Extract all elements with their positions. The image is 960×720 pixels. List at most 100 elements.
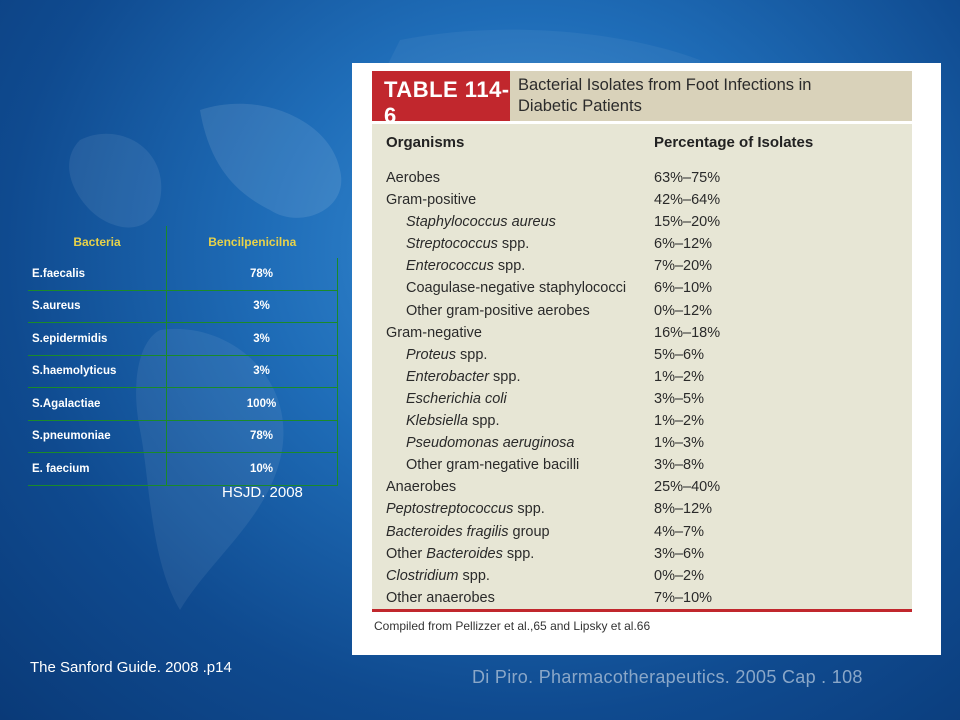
isolate-percentage: 7%–10% [654,589,713,606]
organism-name: Enterobacter spp. [406,368,521,385]
organism-row: Other anaerobes 7%–10% [372,587,912,609]
table-title-line-1: Bacterial Isolates from Foot Infections … [518,76,812,94]
organism-list: Aerobes 63%–75% Gram-positive 42%–64% Staphy… [372,167,912,609]
organism-name: Other anaerobes [386,589,495,606]
table-row: S.pneumoniae 78% [28,420,338,453]
organism-row: Coagulase-negative staphylococci 6%–10% [372,277,912,299]
resistance-value: 100% [166,387,338,421]
table-row: E. faecium 10% [28,452,338,486]
resistance-value: 3% [166,290,338,323]
isolate-percentage: 0%–12% [654,302,713,319]
organism-row: Pseudomonas aeruginosa 1%–3% [372,432,912,454]
organism-row: Enterobacter spp. 1%–2% [372,366,912,388]
isolate-percentage: 63%–75% [654,170,721,186]
table-title-line-2: Diabetic Patients [518,97,642,115]
bacteria-name: E. faecium [28,452,167,486]
isolate-percentage: 42%–64% [654,192,721,209]
organism-row: Escherichia coli 3%–5% [372,388,912,410]
organism-name: Escherichia coli [406,390,507,407]
isolate-percentage: 0%–2% [654,567,704,584]
resistance-value: 10% [166,452,338,486]
header-bencilpenicilna: Bencilpenicilna [166,226,338,258]
organism-name: Enterococcus spp. [406,258,526,275]
organism-row: Streptococcus spp. 6%–12% [372,233,912,255]
organism-row: Klebsiella spp. 1%–2% [372,410,912,432]
organism-name: Other gram-positive aerobes [406,302,590,319]
textbook-table-image: TABLE 114-6 Bacterial Isolates from Foot… [352,63,941,655]
dipiro-citation: Di Piro. Pharmacotherapeutics. 2005 Cap … [472,667,863,687]
column-header-percentage: Percentage of Isolates [654,134,814,151]
resistance-value: 3% [166,355,338,388]
organism-row: Other Bacteroides spp. 3%–6% [372,543,912,565]
organism-name: Anaerobes [386,479,457,496]
bacteria-name: S.pneumoniae [28,420,167,453]
hsjd-citation: HSJD. 2008 [222,484,303,501]
bacteria-table-header: Bacteria Bencilpenicilna [28,226,338,258]
isolate-percentage: 1%–3% [654,435,704,452]
organism-name: Peptostreptococcus spp. [386,501,545,518]
isolate-percentage: 4%–7% [654,523,704,540]
organism-name: Pseudomonas aeruginosa [406,435,575,452]
organism-row: Staphylococcus aureus 15%–20% [372,211,912,233]
table-title: Bacterial Isolates from Foot Infections … [510,71,811,121]
organism-row: Aerobes 63%–75% [372,167,912,189]
isolate-percentage: 6%–12% [654,236,713,253]
bacteria-name: S.haemolyticus [28,355,167,388]
bacteria-table: Bacteria Bencilpenicilna E.faecalis 78% … [28,226,338,486]
organism-name: Gram-positive [386,192,477,209]
organism-name: Clostridium spp. [386,567,490,584]
organism-name: Proteus spp. [406,346,488,363]
isolate-percentage: 3%–8% [654,457,704,474]
organism-name: Gram-negative [386,324,482,341]
organism-row: Gram-negative 16%–18% [372,322,912,344]
organism-name: Klebsiella spp. [406,413,500,430]
table-footnote: Compiled from Pellizzer et al.,65 and Li… [374,619,651,633]
organism-row: Other gram-negative bacilli 3%–8% [372,454,912,476]
isolate-percentage: 5%–6% [654,346,704,363]
resistance-value: 78% [166,420,338,453]
organism-row: Anaerobes 25%–40% [372,476,912,498]
table-row: E.faecalis 78% [28,258,338,291]
table-bottom-rule [372,609,912,612]
organism-name: Coagulase-negative staphylococci [406,280,627,297]
isolate-percentage: 1%–2% [654,368,704,385]
organism-row: Peptostreptococcus spp. 8%–12% [372,498,912,520]
column-header-organisms: Organisms [386,134,465,151]
organism-name: Staphylococcus aureus [406,214,556,231]
table-row: S.epidermidis 3% [28,322,338,356]
isolate-percentage: 6%–10% [654,280,713,297]
resistance-value: 78% [166,258,338,291]
organism-row: Clostridium spp. 0%–2% [372,565,912,587]
organism-row: Enterococcus spp. 7%–20% [372,255,912,277]
table-row: S.Agalactiae 100% [28,387,338,421]
sanford-citation: The Sanford Guide. 2008 .p14 [30,659,232,676]
organism-name: Other Bacteroides spp. [386,545,535,562]
organism-name: Other gram-negative bacilli [406,457,580,474]
organism-name: Aerobes [386,170,441,186]
isolate-percentage: 25%–40% [654,479,721,496]
isolate-percentage: 8%–12% [654,501,713,518]
isolate-percentage: 1%–2% [654,413,704,430]
book-table-body: Organisms Percentage of Isolates Aerobes… [372,121,912,612]
bacteria-name: S.Agalactiae [28,387,167,421]
book-table-header: TABLE 114-6 Bacterial Isolates from Foot… [372,71,912,128]
bacteria-name: E.faecalis [28,258,167,291]
table-row: S.haemolyticus 3% [28,355,338,388]
header-bacteria: Bacteria [73,235,121,249]
table-number: TABLE 114-6 [372,71,510,128]
organism-name: Bacteroides fragilis group [386,523,550,540]
isolate-percentage: 7%–20% [654,258,713,275]
bacteria-name: S.aureus [28,290,167,323]
organism-row: Gram-positive 42%–64% [372,189,912,211]
resistance-value: 3% [166,322,338,356]
isolate-percentage: 3%–5% [654,390,704,407]
organism-name: Streptococcus spp. [406,236,530,253]
table-row: S.aureus 3% [28,290,338,323]
isolate-percentage: 15%–20% [654,214,721,231]
organism-row: Proteus spp. 5%–6% [372,344,912,366]
bacteria-name: S.epidermidis [28,322,167,356]
organism-row: Other gram-positive aerobes 0%–12% [372,300,912,322]
organism-row: Bacteroides fragilis group 4%–7% [372,521,912,543]
isolate-percentage: 3%–6% [654,545,704,562]
isolate-percentage: 16%–18% [654,324,721,341]
